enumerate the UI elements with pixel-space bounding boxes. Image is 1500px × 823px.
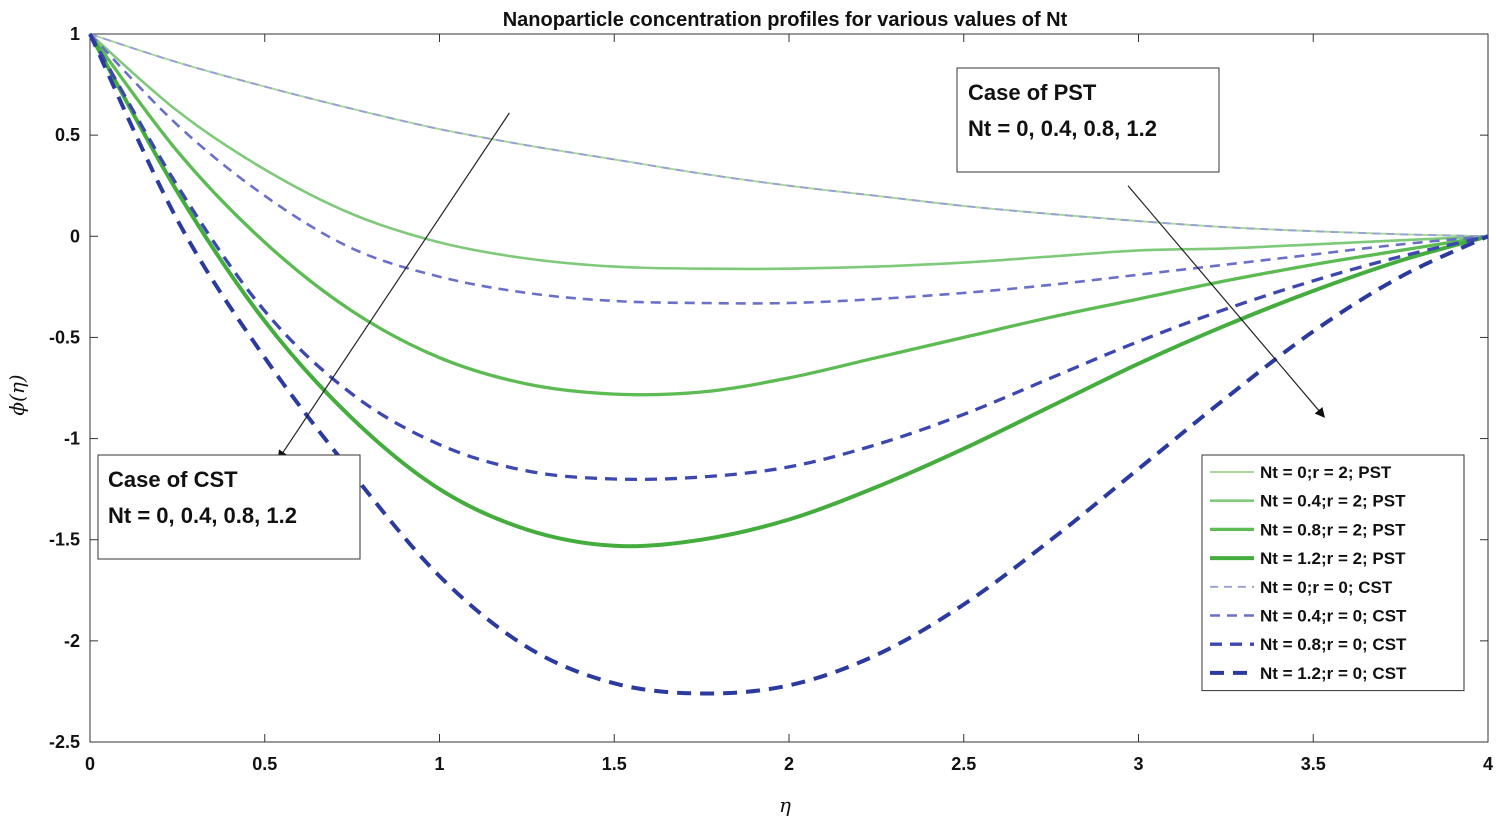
annotation-text: Case of PST [968,80,1097,105]
y-axis-label: ϕ(η) [5,374,29,415]
series-line-8 [88,33,1489,696]
x-tick-label: 4 [1483,754,1493,774]
x-tick-label: 3 [1133,754,1143,774]
x-tick-label: 2 [784,754,794,774]
legend-label: Nt = 1.2;r = 2; PST [1260,549,1406,568]
legend-label: Nt = 0;r = 2; PST [1260,463,1392,482]
annotation-box [97,454,361,560]
legend-label: Nt = 0.8;r = 2; PST [1260,520,1406,539]
series-line-7 [88,33,1489,482]
legend-box [1201,454,1465,692]
legend-label: Nt = 0.4;r = 0; CST [1260,607,1407,626]
legend-label: Nt = 1.2;r = 0; CST [1260,664,1407,683]
y-tick-label: -2 [64,631,80,651]
chart-title: Nanoparticle concentration profiles for … [503,9,1068,31]
y-tick-label: -0.5 [49,327,80,347]
y-tick-label: -1.5 [49,530,80,550]
annotation-text: Nt = 0, 0.4, 0.8, 1.2 [968,116,1157,141]
series-line-1 [89,33,1489,238]
legend: Nt = 0;r = 2; PST Nt = 0.4;r = 2; PST Nt =… [1201,454,1465,692]
y-tick-label: 1 [70,24,80,44]
x-axis-label: η [779,793,791,817]
annotation-arrow [277,112,510,461]
series-group [88,33,1489,696]
legend-label: Nt = 0.8;r = 0; CST [1260,635,1407,654]
legend-label: Nt = 0;r = 0; CST [1260,578,1393,597]
annotation-arrow [1127,185,1326,418]
annotation-text: Case of CST [108,467,238,492]
x-tick-label: 2.5 [951,754,976,774]
annotation-text: Nt = 0, 0.4, 0.8, 1.2 [108,503,297,528]
x-tick-label: 1 [434,754,444,774]
series-line-4 [88,33,1489,549]
series-line-3 [88,33,1489,397]
series-line-2 [89,33,1489,271]
y-tick-label: -2.5 [49,732,80,752]
x-tick-label: 1.5 [602,754,627,774]
y-tick-label: 0.5 [55,125,80,145]
series-line-6 [89,33,1489,305]
annotation-box [956,67,1220,173]
series-line-5 [89,33,1489,238]
y-tick-label: 0 [70,226,80,246]
x-tick-label: 0.5 [252,754,277,774]
axes: 0 0.5 1 1.5 2 2.5 3 3.5 4 1 0.5 0 -0.5 -1 -1.5 -2 -2.5 [49,24,1493,774]
legend-label: Nt = 0.4;r = 2; PST [1260,492,1406,511]
x-tick-label: 0 [85,754,95,774]
x-tick-label: 3.5 [1301,754,1326,774]
annotations: Case of PST Nt = 0, 0.4, 0.8, 1.2 Case of … [97,67,1326,560]
y-tick-label: -1 [64,429,80,449]
